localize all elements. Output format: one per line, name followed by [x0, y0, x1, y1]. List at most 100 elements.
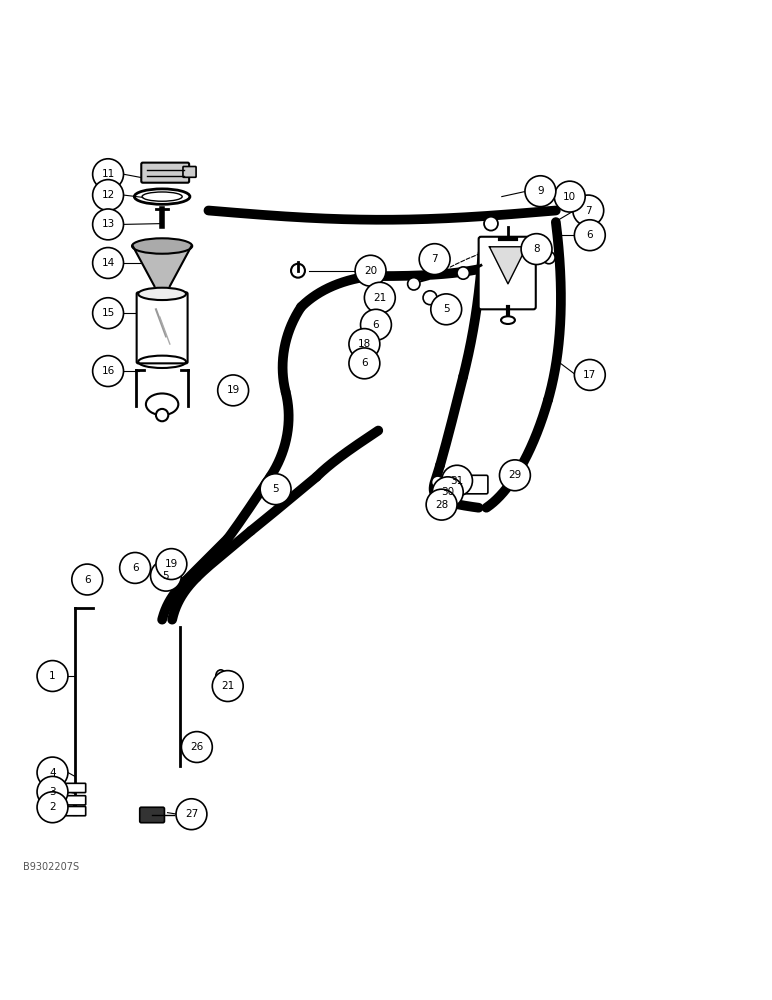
FancyBboxPatch shape: [63, 783, 86, 793]
Circle shape: [291, 264, 305, 278]
Circle shape: [93, 159, 124, 190]
Circle shape: [181, 732, 212, 762]
Ellipse shape: [146, 393, 178, 415]
Text: 20: 20: [364, 266, 378, 276]
Text: 27: 27: [185, 809, 198, 819]
Text: 19: 19: [226, 385, 240, 395]
Circle shape: [408, 278, 420, 290]
Text: 2: 2: [49, 802, 56, 812]
Text: 18: 18: [357, 339, 371, 349]
Circle shape: [72, 564, 103, 595]
Circle shape: [431, 294, 462, 325]
Circle shape: [432, 476, 444, 488]
Text: 6: 6: [373, 320, 379, 330]
Circle shape: [543, 251, 555, 264]
FancyBboxPatch shape: [455, 475, 488, 494]
Polygon shape: [133, 246, 191, 286]
Text: 14: 14: [101, 258, 115, 268]
Text: 15: 15: [101, 308, 115, 318]
Circle shape: [426, 489, 457, 520]
Ellipse shape: [138, 288, 186, 300]
Circle shape: [432, 477, 463, 508]
Text: 5: 5: [273, 484, 279, 494]
Text: 6: 6: [361, 358, 367, 368]
Circle shape: [573, 195, 604, 226]
Text: 4: 4: [49, 768, 56, 778]
Circle shape: [260, 474, 291, 505]
Circle shape: [86, 575, 99, 587]
Text: 9: 9: [537, 186, 543, 196]
Circle shape: [423, 291, 437, 305]
Circle shape: [93, 180, 124, 211]
Circle shape: [525, 176, 556, 207]
Text: 31: 31: [450, 476, 464, 486]
Circle shape: [37, 757, 68, 788]
FancyBboxPatch shape: [140, 807, 164, 823]
Circle shape: [212, 671, 243, 701]
Text: 12: 12: [101, 190, 115, 200]
Text: 16: 16: [101, 366, 115, 376]
Circle shape: [440, 485, 452, 497]
Text: 7: 7: [585, 206, 591, 216]
Circle shape: [484, 217, 498, 231]
Circle shape: [218, 375, 249, 406]
Text: 1: 1: [49, 671, 56, 681]
Circle shape: [37, 792, 68, 823]
Circle shape: [419, 244, 450, 275]
Text: 6: 6: [132, 563, 138, 573]
Circle shape: [349, 348, 380, 379]
Polygon shape: [489, 247, 527, 284]
Text: 11: 11: [101, 169, 115, 179]
Text: 10: 10: [563, 192, 577, 202]
Circle shape: [438, 496, 450, 508]
Ellipse shape: [374, 285, 385, 298]
Circle shape: [164, 561, 176, 573]
Circle shape: [355, 255, 386, 286]
Circle shape: [93, 209, 124, 240]
Text: 29: 29: [508, 470, 522, 480]
Circle shape: [574, 359, 605, 390]
Circle shape: [357, 341, 371, 355]
Circle shape: [235, 382, 247, 394]
Ellipse shape: [215, 670, 225, 682]
Circle shape: [120, 552, 151, 583]
Text: 13: 13: [101, 219, 115, 229]
Text: 7: 7: [432, 254, 438, 264]
Text: 28: 28: [435, 500, 449, 510]
Circle shape: [457, 267, 469, 279]
Circle shape: [349, 329, 380, 359]
Circle shape: [442, 465, 472, 496]
Text: 26: 26: [190, 742, 204, 752]
Text: 17: 17: [583, 370, 597, 380]
FancyBboxPatch shape: [141, 163, 189, 183]
Text: 5: 5: [443, 304, 449, 314]
Text: 3: 3: [49, 787, 56, 797]
Circle shape: [176, 799, 207, 830]
Circle shape: [574, 220, 605, 251]
Circle shape: [93, 356, 124, 387]
Text: 6: 6: [587, 230, 593, 240]
Circle shape: [364, 282, 395, 313]
Text: 8: 8: [533, 244, 540, 254]
Ellipse shape: [132, 238, 192, 254]
FancyBboxPatch shape: [137, 292, 188, 363]
Circle shape: [133, 565, 145, 577]
FancyBboxPatch shape: [479, 237, 536, 309]
Text: 21: 21: [373, 293, 387, 303]
Circle shape: [361, 309, 391, 340]
Text: B9302207S: B9302207S: [23, 862, 80, 872]
Circle shape: [156, 549, 187, 580]
FancyBboxPatch shape: [183, 166, 196, 177]
FancyBboxPatch shape: [63, 796, 86, 805]
Circle shape: [499, 460, 530, 491]
Circle shape: [93, 298, 124, 329]
Text: 21: 21: [221, 681, 235, 691]
Circle shape: [156, 409, 168, 421]
Text: 30: 30: [441, 487, 455, 497]
Circle shape: [151, 560, 181, 591]
Text: 6: 6: [84, 575, 90, 585]
Circle shape: [37, 661, 68, 691]
Text: 5: 5: [163, 571, 169, 581]
FancyBboxPatch shape: [63, 806, 86, 816]
Circle shape: [37, 776, 68, 807]
